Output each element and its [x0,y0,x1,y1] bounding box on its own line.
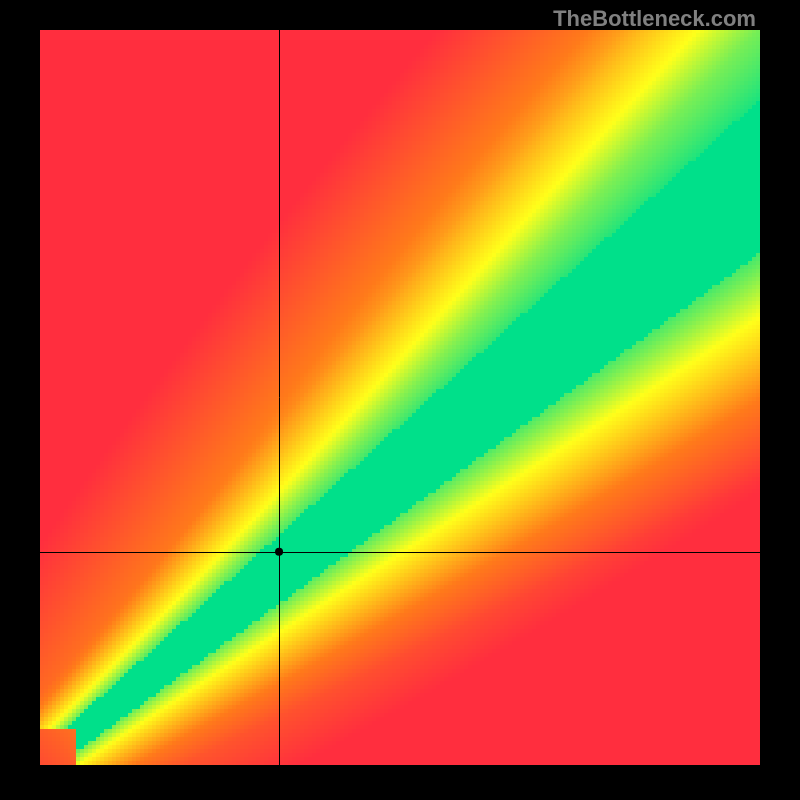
bottleneck-plot [40,30,760,765]
image-frame: TheBottleneck.com [0,0,800,800]
watermark-text: TheBottleneck.com [553,6,756,32]
heatmap-canvas [40,30,760,765]
